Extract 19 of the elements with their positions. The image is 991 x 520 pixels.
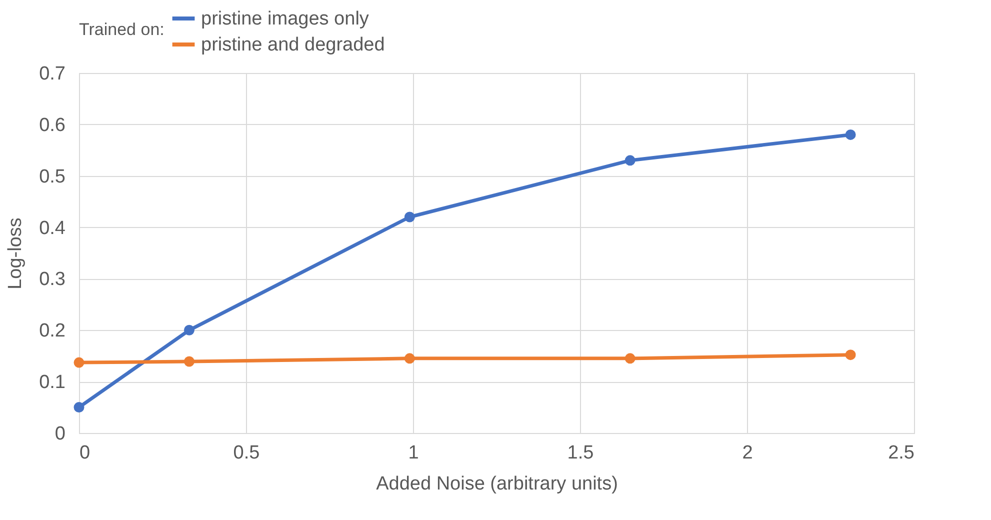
y-tick-label: 0: [54, 424, 66, 444]
x-tick-label: 2.5: [888, 442, 914, 464]
y-tick-label: 0.7: [39, 64, 66, 84]
x-tick-label: 0: [80, 442, 90, 464]
x-tick-label: 2: [742, 442, 753, 464]
y-tick-label: 0.5: [39, 166, 66, 188]
x-tick-label: 0.5: [233, 442, 260, 464]
y-tick-label: 0.6: [39, 114, 66, 136]
y-tick-label: 0.1: [39, 372, 66, 394]
legend-label: pristine images only: [201, 8, 370, 30]
y-tick-label: 0.2: [39, 320, 66, 342]
legend-label: pristine and degraded: [201, 34, 385, 56]
x-axis-title: Added Noise (arbitrary units): [376, 474, 618, 494]
y-tick-label: 0.3: [39, 269, 66, 290]
legend-title: Trained on:: [79, 20, 164, 39]
x-tick-label: 1.5: [567, 442, 594, 464]
x-tick-label: 1: [408, 442, 419, 464]
y-tick-label: 0.4: [39, 218, 66, 239]
y-axis-title: Log-loss: [5, 218, 26, 290]
